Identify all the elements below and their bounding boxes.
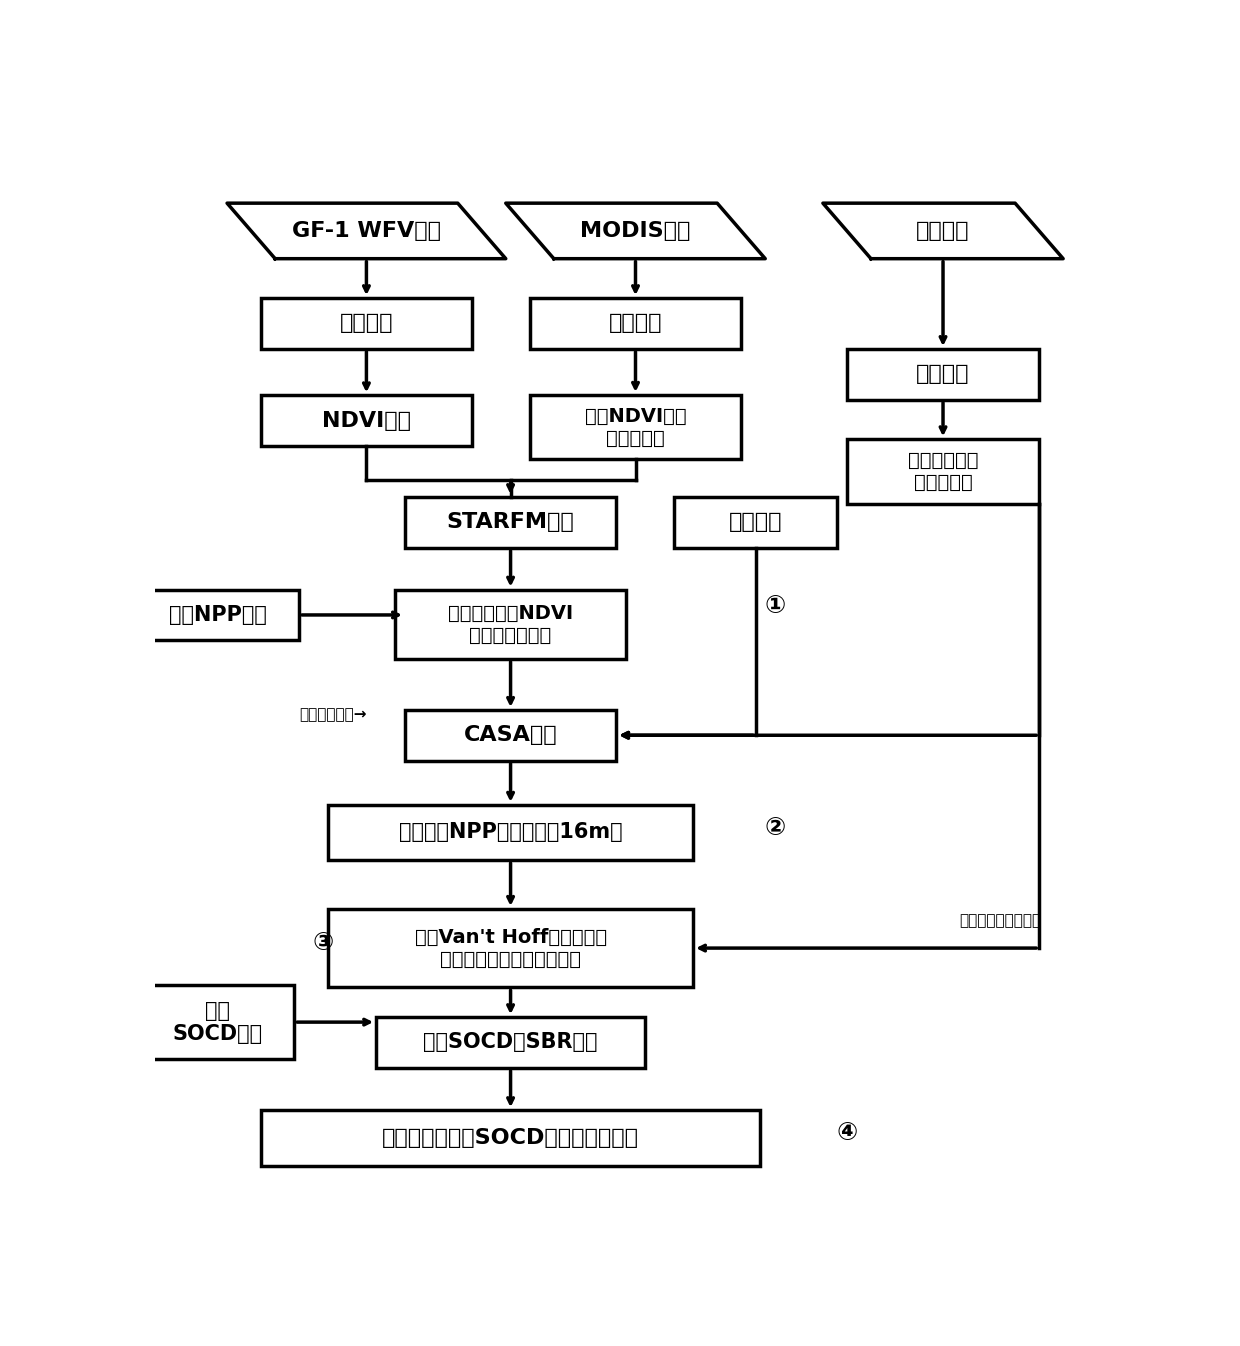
FancyBboxPatch shape bbox=[529, 297, 742, 349]
Text: NDVI计算: NDVI计算 bbox=[322, 411, 410, 431]
FancyBboxPatch shape bbox=[529, 394, 742, 459]
FancyBboxPatch shape bbox=[327, 909, 693, 988]
Text: STARFM模型: STARFM模型 bbox=[446, 513, 574, 533]
Text: ③: ③ bbox=[312, 931, 334, 956]
Text: 模型参数优化→: 模型参数优化→ bbox=[299, 708, 367, 723]
Text: 高空间分辨率NDVI
时间序列数据集: 高空间分辨率NDVI 时间序列数据集 bbox=[448, 604, 573, 645]
Text: 数据处理: 数据处理 bbox=[916, 365, 970, 385]
Text: 实测NPP数据: 实测NPP数据 bbox=[169, 604, 267, 625]
FancyBboxPatch shape bbox=[376, 1018, 645, 1067]
FancyBboxPatch shape bbox=[260, 297, 472, 349]
Polygon shape bbox=[506, 203, 765, 258]
FancyBboxPatch shape bbox=[847, 439, 1039, 503]
Text: MODIS数据: MODIS数据 bbox=[580, 221, 691, 241]
Text: 数据处理: 数据处理 bbox=[340, 314, 393, 334]
FancyBboxPatch shape bbox=[140, 985, 294, 1059]
Text: 气象数据: 气象数据 bbox=[916, 221, 970, 241]
Text: 土地利用: 土地利用 bbox=[729, 513, 782, 533]
Text: ①: ① bbox=[764, 594, 785, 618]
FancyBboxPatch shape bbox=[675, 497, 837, 548]
Text: 基于Van't Hoff模型的高空
间分辨率土壤基础呼吸估算: 基于Van't Hoff模型的高空 间分辨率土壤基础呼吸估算 bbox=[414, 927, 606, 969]
FancyBboxPatch shape bbox=[847, 349, 1039, 400]
Polygon shape bbox=[227, 203, 506, 258]
Text: 研究区年NPP空间分布（16m）: 研究区年NPP空间分布（16m） bbox=[399, 822, 622, 843]
Text: 气象要素时间
序列数据集: 气象要素时间 序列数据集 bbox=[908, 451, 978, 493]
Text: 优化气温、降水影响: 优化气温、降水影响 bbox=[960, 913, 1042, 927]
FancyBboxPatch shape bbox=[136, 590, 299, 641]
Text: 月度NDVI时间
序列数据集: 月度NDVI时间 序列数据集 bbox=[585, 406, 686, 448]
Text: 研究区高分辨率SOCD及空间分布格局: 研究区高分辨率SOCD及空间分布格局 bbox=[382, 1128, 639, 1148]
FancyBboxPatch shape bbox=[404, 709, 616, 760]
Text: 数据处理: 数据处理 bbox=[609, 314, 662, 334]
FancyBboxPatch shape bbox=[260, 396, 472, 446]
Text: GF-1 WFV数据: GF-1 WFV数据 bbox=[291, 221, 441, 241]
Polygon shape bbox=[823, 203, 1063, 258]
FancyBboxPatch shape bbox=[396, 590, 626, 660]
FancyBboxPatch shape bbox=[260, 1110, 760, 1166]
Text: 建立SOCD与SBR模型: 建立SOCD与SBR模型 bbox=[423, 1032, 598, 1053]
Text: ②: ② bbox=[764, 816, 785, 840]
Text: ④: ④ bbox=[836, 1121, 858, 1145]
FancyBboxPatch shape bbox=[327, 805, 693, 860]
FancyBboxPatch shape bbox=[404, 497, 616, 548]
Text: CASA模型: CASA模型 bbox=[464, 725, 558, 746]
Text: 实测
SOCD数据: 实测 SOCD数据 bbox=[172, 1000, 263, 1043]
